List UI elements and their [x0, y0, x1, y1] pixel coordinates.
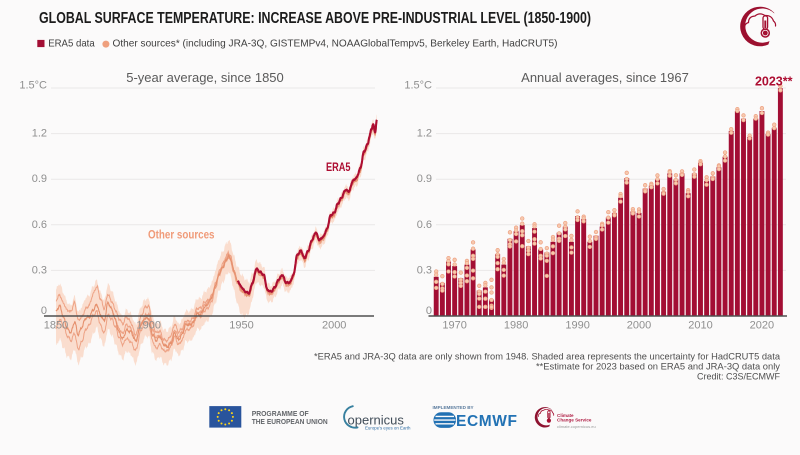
svg-text:climate.copernicus.eu: climate.copernicus.eu — [557, 424, 596, 429]
svg-text:2020: 2020 — [750, 320, 774, 332]
svg-text:2000: 2000 — [627, 320, 651, 332]
svg-text:1.2: 1.2 — [417, 128, 432, 140]
svg-text:0.6: 0.6 — [417, 219, 432, 231]
svg-text:2010: 2010 — [688, 320, 712, 332]
svg-text:1980: 1980 — [504, 320, 528, 332]
svg-text:1900: 1900 — [137, 320, 161, 332]
svg-text:0.9: 0.9 — [417, 173, 432, 185]
svg-text:0.9: 0.9 — [32, 173, 47, 185]
svg-text:IMPLEMENTED BY: IMPLEMENTED BY — [433, 405, 474, 410]
svg-text:Europe's eyes on Earth: Europe's eyes on Earth — [365, 426, 411, 431]
svg-text:0: 0 — [426, 305, 432, 317]
svg-text:1950: 1950 — [229, 320, 253, 332]
svg-text:Other sources: Other sources — [148, 230, 215, 242]
svg-text:Climate: Climate — [557, 413, 574, 418]
svg-text:PROGRAMME OF: PROGRAMME OF — [252, 409, 310, 418]
svg-text:5-year average, since 1850: 5-year average, since 1850 — [126, 70, 284, 85]
svg-text:1.2: 1.2 — [32, 128, 47, 140]
svg-text:2023**: 2023** — [755, 75, 793, 89]
svg-text:ERA5: ERA5 — [326, 162, 351, 174]
svg-text:**Estimate for 2023 based on E: **Estimate for 2023 based on ERA5 and JR… — [536, 362, 781, 372]
svg-text:0.3: 0.3 — [32, 264, 47, 276]
svg-text:Annual averages, since 1967: Annual averages, since 1967 — [521, 70, 689, 85]
svg-text:*ERA5 and JRA-3Q data are only: *ERA5 and JRA-3Q data are only shown fro… — [314, 352, 780, 362]
svg-text:2000: 2000 — [322, 320, 346, 332]
svg-text:Credit: C3S/ECMWF: Credit: C3S/ECMWF — [697, 372, 781, 382]
svg-text:0.6: 0.6 — [32, 219, 47, 231]
svg-text:0.3: 0.3 — [417, 264, 432, 276]
svg-text:Change Service: Change Service — [557, 418, 592, 423]
svg-text:0: 0 — [41, 305, 47, 317]
svg-text:1970: 1970 — [442, 320, 466, 332]
svg-text:1850: 1850 — [44, 320, 68, 332]
svg-text:THE EUROPEAN UNION: THE EUROPEAN UNION — [252, 417, 328, 426]
svg-text:1.5°C: 1.5°C — [19, 80, 47, 92]
svg-text:ERA5 data: ERA5 data — [48, 37, 95, 49]
svg-text:1990: 1990 — [565, 320, 589, 332]
svg-text:opernicus: opernicus — [348, 412, 405, 427]
svg-text:1.5°C: 1.5°C — [404, 80, 432, 92]
svg-text:ECMWF: ECMWF — [456, 413, 518, 430]
svg-text:GLOBAL SURFACE TEMPERATURE: IN: GLOBAL SURFACE TEMPERATURE: INCREASE ABO… — [39, 10, 591, 27]
svg-text:Other sources* (including JRA-: Other sources* (including JRA-3Q, GISTEM… — [113, 37, 558, 49]
